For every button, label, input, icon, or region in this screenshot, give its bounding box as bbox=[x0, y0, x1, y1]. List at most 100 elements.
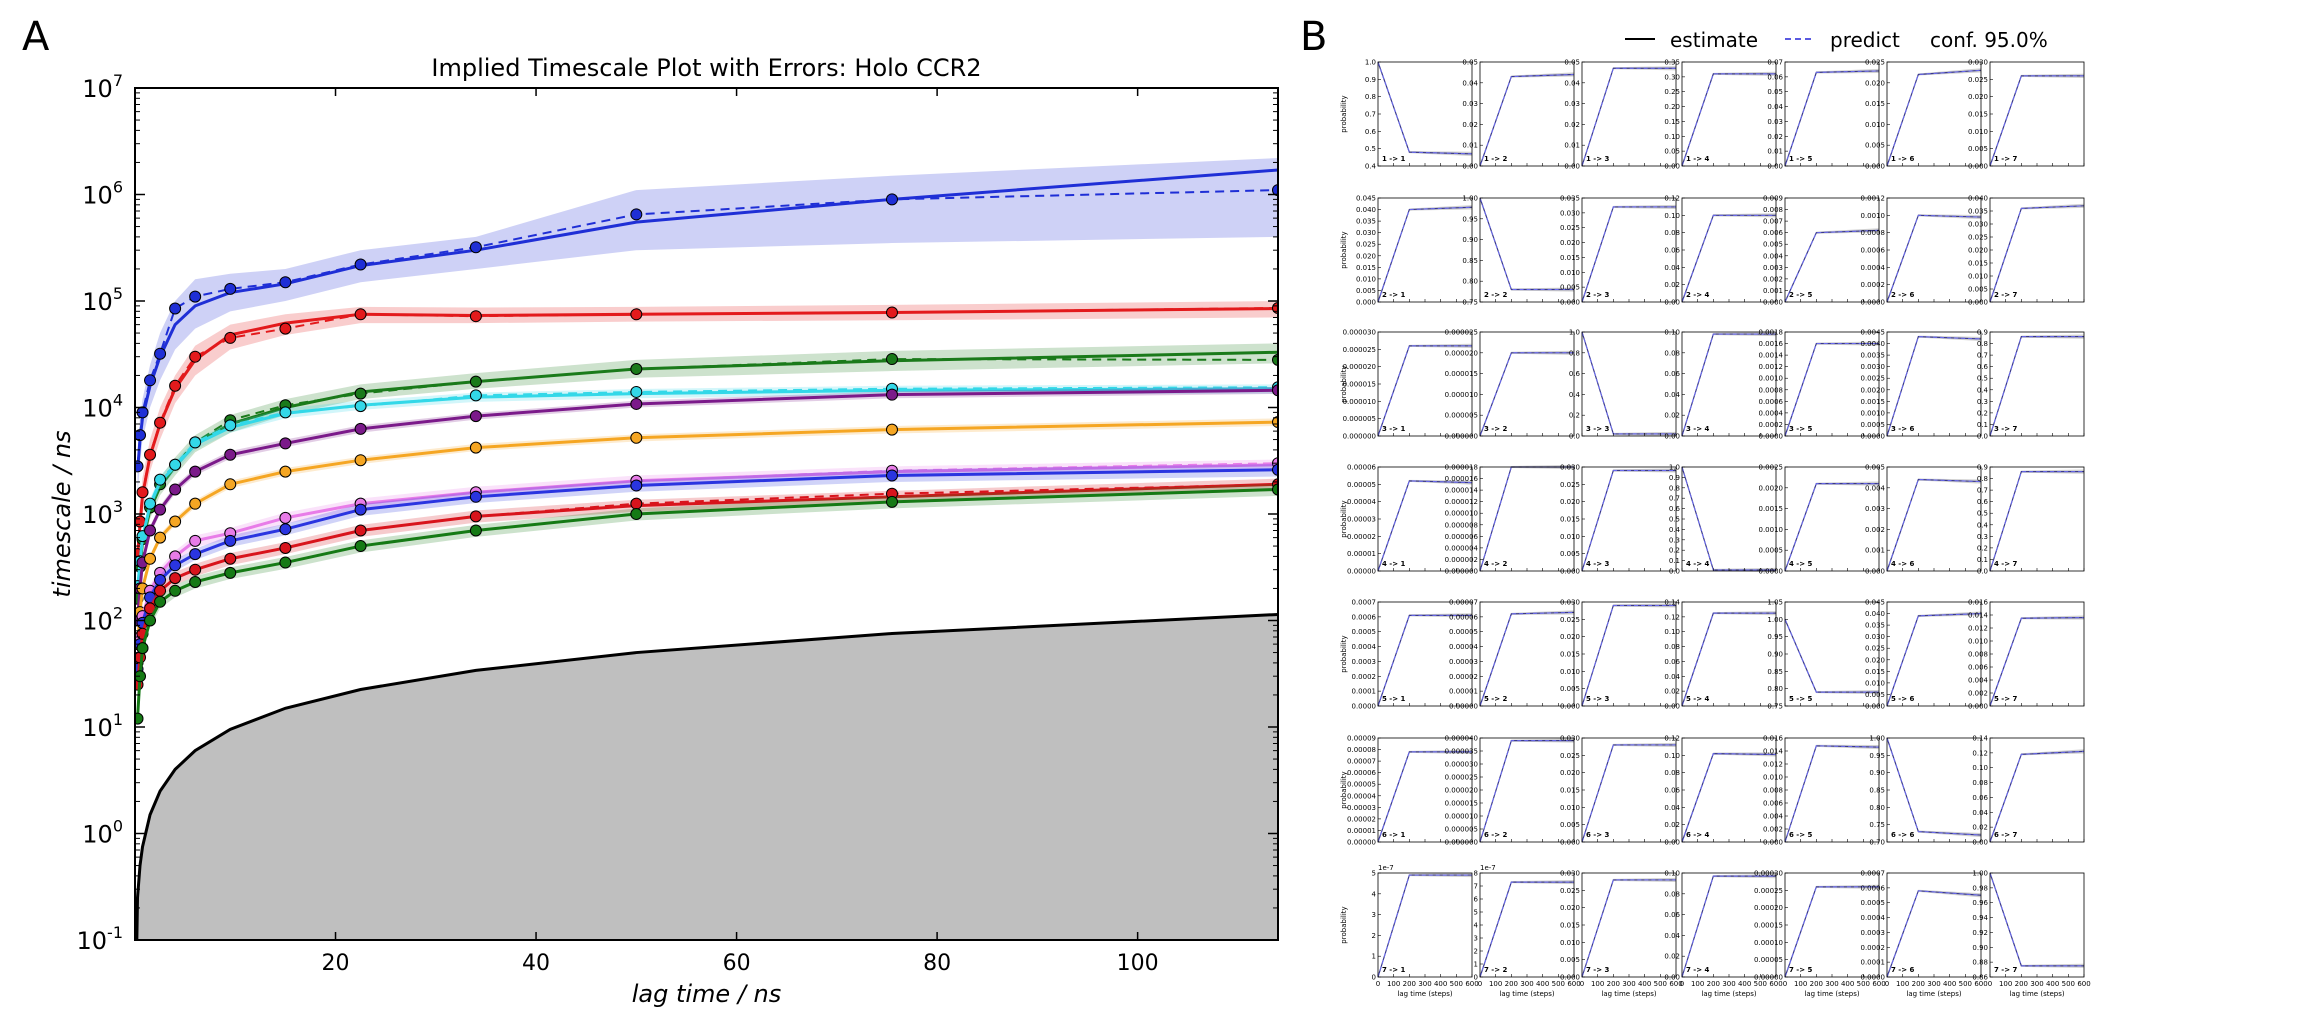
data-point bbox=[144, 552, 157, 565]
y-tick-label: 0.005 bbox=[1560, 821, 1580, 829]
y-tick-label: 0.010 bbox=[1865, 121, 1885, 129]
data-point bbox=[885, 495, 898, 508]
y-tick-label: 0.7 bbox=[1365, 111, 1376, 119]
estimate-line bbox=[1886, 737, 1982, 836]
y-tick-label: 0.1 bbox=[1977, 556, 1988, 564]
y-tick-label: 0.000 bbox=[1865, 703, 1885, 711]
y-tick-label: 103 bbox=[82, 497, 123, 529]
predict-line bbox=[1989, 205, 2085, 303]
y-tick-label: 0.90 bbox=[1869, 769, 1885, 777]
x-tick-label: 300 bbox=[1418, 980, 1431, 988]
confidence-band bbox=[137, 418, 1278, 649]
y-tick-label: 0.00 bbox=[1664, 839, 1680, 847]
y-tick-label: 2 bbox=[1474, 948, 1478, 956]
subplot-frame bbox=[1989, 872, 2085, 978]
subplot-3-to-7: 0.9 0.8 0.7 0.6 0.5 0.4 0.3 0.2 0.1 0.0 3 -> 7 bbox=[1977, 329, 2085, 441]
y-tick-label: 0.88 bbox=[1972, 959, 1988, 967]
subplot-label: 6 -> 5 bbox=[1789, 831, 1813, 839]
y-tick-label: 0.00002 bbox=[1347, 533, 1376, 541]
y-tick-label: 0.96 bbox=[1972, 899, 1988, 907]
y-tick-label: 0.030 bbox=[1560, 209, 1580, 217]
y-tick-label: 0.06 bbox=[1664, 787, 1680, 795]
subplot-label: 1 -> 4 bbox=[1686, 155, 1710, 163]
y-tick-label: 0.4 bbox=[1569, 391, 1581, 399]
y-tick-label: 0.0006 bbox=[1861, 247, 1886, 255]
x-tick-label: 60 bbox=[723, 951, 751, 976]
y-tick-label: 0.4 bbox=[1977, 386, 1989, 394]
subplot-label: 7 -> 1 bbox=[1382, 966, 1406, 974]
x-tick-label: 100 bbox=[1117, 951, 1159, 976]
y-tick-label: 0.00001 bbox=[1449, 688, 1478, 696]
y-tick-label: 0.0025 bbox=[1861, 375, 1886, 383]
data-point bbox=[224, 282, 237, 295]
y-tick-label: 0.025 bbox=[1560, 887, 1580, 895]
y-tick-label: 0.035 bbox=[1968, 208, 1988, 216]
subplot-label: 7 -> 6 bbox=[1891, 966, 1915, 974]
y-tick-label: 0.000010 bbox=[1445, 813, 1478, 821]
y-tick-label: 1.00 bbox=[1767, 616, 1783, 624]
subplot-frame bbox=[1681, 61, 1777, 167]
y-tick-label: 0.0005 bbox=[1861, 421, 1886, 429]
subplot-label: 1 -> 6 bbox=[1891, 155, 1915, 163]
subplot-label: 3 -> 4 bbox=[1686, 425, 1710, 433]
y-tick-label: 0.030 bbox=[1560, 735, 1580, 743]
data-point bbox=[224, 331, 237, 344]
y-tick-label: 0.0006 bbox=[1861, 884, 1886, 892]
predict-line bbox=[1989, 471, 2084, 572]
estimate-line bbox=[1581, 67, 1676, 167]
x-tick-label: 600 bbox=[1465, 980, 1478, 988]
subplot-label: 4 -> 6 bbox=[1891, 560, 1915, 568]
y-tick-label: 0.020 bbox=[1968, 93, 1988, 101]
y-tick-label: 0.015 bbox=[1560, 516, 1580, 524]
y-tick-label: 0.12 bbox=[1664, 195, 1680, 203]
confidence-band bbox=[1378, 62, 1472, 156]
estimate-line bbox=[1886, 478, 1982, 572]
x-tick-label: 400 bbox=[1841, 980, 1854, 988]
y-tick-label: 0.00007 bbox=[1347, 758, 1376, 766]
y-tick-label: 0.030 bbox=[1968, 59, 1988, 67]
y-tick-label: 0.00005 bbox=[1347, 781, 1376, 789]
estimate-line bbox=[1681, 214, 1776, 303]
y-tick-label: 0.000006 bbox=[1445, 533, 1479, 541]
y-tick-label: 0.000005 bbox=[1445, 826, 1478, 834]
estimate-line bbox=[1989, 471, 2084, 572]
x-tick-label: 40 bbox=[522, 951, 550, 976]
y-tick-label: 0.00003 bbox=[1449, 658, 1478, 666]
data-point bbox=[469, 389, 482, 402]
data-point bbox=[169, 458, 182, 471]
y-tick-label: 0.06 bbox=[1972, 794, 1988, 802]
data-point bbox=[135, 429, 147, 442]
data-point bbox=[224, 534, 237, 547]
y-tick-label: 0.0001 bbox=[1352, 688, 1377, 696]
y-tick-label: 0.000015 bbox=[1445, 800, 1478, 808]
data-point bbox=[469, 441, 482, 454]
subplot-label: 3 -> 7 bbox=[1994, 425, 2018, 433]
y-tick-label: 0.000030 bbox=[1445, 761, 1478, 769]
predict-line bbox=[1681, 73, 1776, 167]
y-tick-label: 0.010 bbox=[1865, 679, 1885, 687]
y-tick-label: 0.000 bbox=[1763, 299, 1783, 307]
y-tick-label: 0.005 bbox=[1865, 464, 1885, 472]
subplot-label: 4 -> 5 bbox=[1789, 560, 1813, 568]
y-tick-label: 0.04 bbox=[1664, 804, 1680, 812]
y-tick-label: 0.30 bbox=[1664, 73, 1680, 81]
subplot-label: 6 -> 7 bbox=[1994, 831, 2018, 839]
confidence-band bbox=[1582, 332, 1676, 436]
data-point bbox=[630, 479, 643, 492]
subplot-label: 4 -> 7 bbox=[1994, 560, 2018, 568]
subplot-frame bbox=[1377, 61, 1473, 167]
y-tick-label: 0.94 bbox=[1972, 914, 1988, 922]
x-tick-label: 200 bbox=[1505, 980, 1518, 988]
y-tick-label: 0.0006 bbox=[1352, 613, 1377, 621]
estimate-line bbox=[1581, 744, 1676, 843]
estimate-line bbox=[136, 420, 1278, 645]
estimate-line bbox=[1681, 612, 1776, 707]
y-tick-label: 1.0 bbox=[1365, 59, 1376, 67]
x-tick-label: 100 bbox=[1691, 980, 1704, 988]
estimate-line bbox=[1479, 197, 1574, 291]
confidence-band bbox=[1682, 752, 1776, 842]
y-tick-label: 0.00004 bbox=[1449, 643, 1478, 651]
y-tick-label: 0.008 bbox=[1763, 787, 1783, 795]
y-tick-label: 0 bbox=[1372, 974, 1376, 982]
confidence-band bbox=[1682, 467, 1776, 573]
